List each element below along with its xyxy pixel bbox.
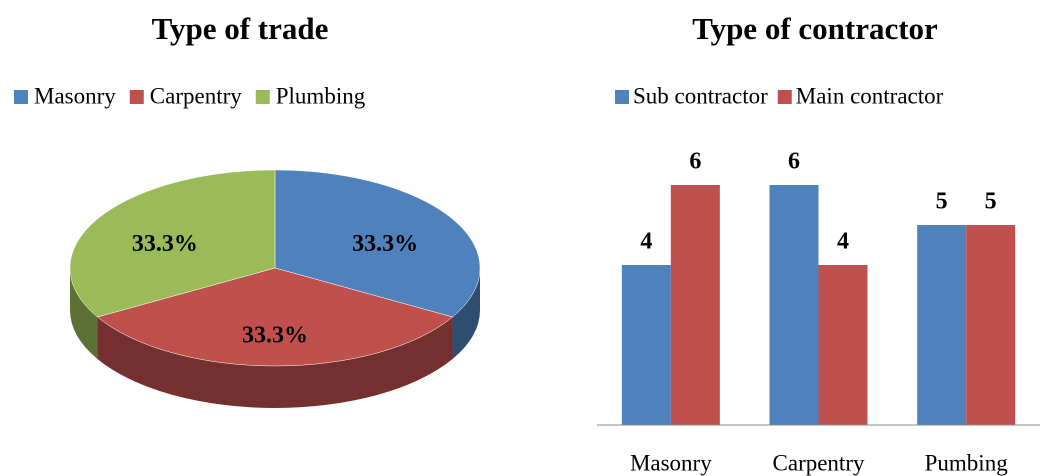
slice-side: [97, 317, 453, 408]
x-tick-label: Carpentry: [773, 450, 865, 475]
bar: [769, 185, 819, 425]
legend-swatch: [14, 90, 28, 104]
bar: [966, 225, 1016, 425]
x-tick-label: Pumbing: [925, 450, 1009, 475]
legend-swatch: [615, 90, 629, 104]
pie-slice: [274, 169, 481, 318]
bar: [818, 265, 868, 425]
legend-swatch: [777, 90, 792, 104]
bar: [917, 225, 967, 425]
data-label: 6: [788, 149, 800, 175]
data-label: 6: [689, 149, 701, 175]
legend-label: Plumbing: [276, 83, 366, 108]
data-label: 33.3%: [242, 322, 308, 348]
slice-side: [70, 268, 98, 359]
data-label: 4: [640, 229, 652, 255]
data-label: 5: [985, 189, 997, 215]
x-tick-label: Masonry: [630, 450, 712, 475]
legend-swatch: [129, 90, 144, 104]
legend-swatch: [255, 90, 270, 104]
pie-slice: [96, 267, 454, 367]
data-label: 33.3%: [352, 231, 418, 257]
legend-label: Carpentry: [150, 83, 242, 108]
legend-label: Masonry: [34, 83, 116, 108]
data-label: 33.3%: [132, 231, 198, 257]
legend-label: Main contractor: [796, 83, 944, 108]
legend-label: Sub contractor: [633, 83, 768, 108]
pie-slice: [69, 169, 276, 318]
bar-title: Type of contractor: [692, 11, 938, 46]
bar: [621, 265, 671, 425]
data-label: 5: [936, 189, 948, 215]
slice-side: [452, 268, 480, 359]
bar: [670, 185, 720, 425]
data-label: 4: [837, 229, 849, 255]
pie-title: Type of trade: [152, 11, 329, 46]
